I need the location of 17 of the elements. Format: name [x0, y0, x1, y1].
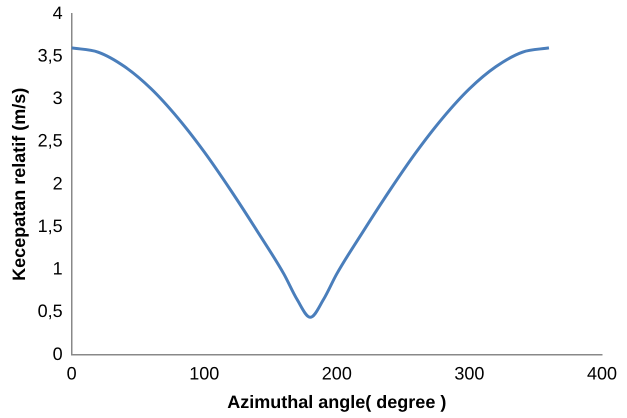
- x-tick-label: 100: [189, 364, 220, 384]
- x-tick-label: 300: [454, 364, 484, 384]
- x-tick-label: 0: [66, 364, 77, 384]
- y-tick-label: 1,5: [38, 216, 63, 236]
- y-tick-label: 4: [52, 2, 63, 23]
- y-axis-title: Kecepatan relatif (m/s): [8, 88, 29, 281]
- line-series: [72, 46, 550, 319]
- y-tick-label: 3: [52, 88, 63, 108]
- x-tick-label: 200: [322, 364, 352, 384]
- y-tick-label: 0: [52, 344, 63, 364]
- y-tick-label: 2,5: [38, 130, 63, 151]
- y-tick-label: 3,5: [38, 45, 63, 66]
- y-tick-label: 0,5: [38, 301, 63, 322]
- y-tick-label: 1: [52, 258, 63, 279]
- x-axis-title: Azimuthal angle( degree ): [227, 392, 446, 412]
- x-tick-label: 400: [586, 364, 618, 384]
- y-tick-label: 2: [52, 173, 63, 194]
